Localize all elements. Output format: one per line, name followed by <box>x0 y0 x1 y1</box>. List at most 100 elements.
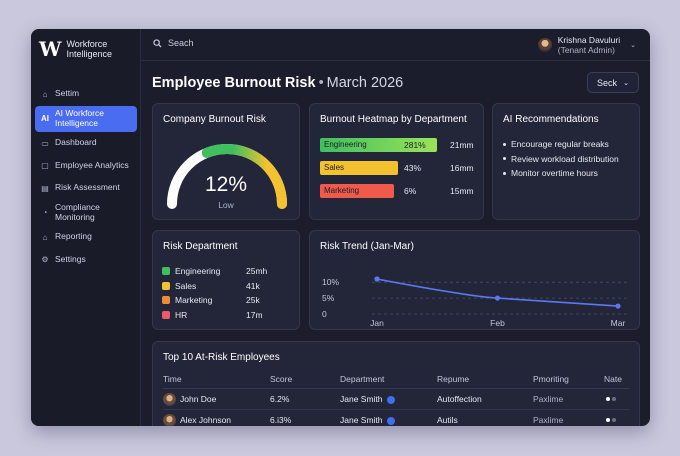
employee-name-cell: John Doe <box>163 392 216 406</box>
avatar <box>537 38 552 52</box>
heatmap-pct: 43% <box>404 163 422 173</box>
legend-swatch <box>162 267 170 275</box>
sidebar-item-label: AI Workforce Intelligence <box>55 108 104 128</box>
x-tick-label: Feb <box>490 318 505 328</box>
user-menu[interactable]: Krishna Davuluri (Tenant Admin) ⌄ <box>537 35 636 55</box>
x-tick-label: Mar <box>611 318 626 328</box>
risk-department-row: HR 17m <box>162 308 292 322</box>
dashboard-icon: ▭ <box>41 138 49 148</box>
brand: W Workforce Intelligence <box>39 37 112 61</box>
verified-icon <box>386 416 395 425</box>
sidebar-item-dashboard[interactable]: ▭ Dashboard <box>35 132 137 154</box>
sidebar-item-ai-workforce[interactable]: AI AI Workforce Intelligence <box>35 105 137 132</box>
heatmap-value: 15mm <box>450 186 474 196</box>
score-cell: 6.2% <box>270 394 290 404</box>
bullet-icon <box>503 142 506 146</box>
heatmap-row: Marketing 6% 15mm <box>320 184 480 198</box>
analytics-icon: ▢ <box>41 161 49 170</box>
heatmap-bar: Engineering <box>320 138 437 152</box>
verified-icon <box>386 395 395 404</box>
sidebar-item-reporting[interactable]: ⌂ Reporting <box>35 226 137 248</box>
employee-name-cell: Alex Johnson <box>163 413 232 426</box>
legend-swatch <box>162 282 170 290</box>
home-icon: ⌂ <box>42 232 48 242</box>
table-header: Time Score Department Repume Pmoriting N… <box>163 374 629 386</box>
department-text: Jane Smith <box>340 415 383 425</box>
status-toggle[interactable] <box>606 418 616 422</box>
sidebar-item-risk-assessment[interactable]: ▤ Risk Assessment <box>35 177 137 199</box>
period-select-button[interactable]: Seck ⌄ <box>587 72 639 93</box>
bullet-icon <box>503 171 506 175</box>
y-tick-label: 0 <box>322 309 327 319</box>
sidebar: W Workforce Intelligence ⌂ Settim AI AI … <box>31 29 141 426</box>
chevron-down-icon: ⌄ <box>630 42 636 49</box>
brand-line-2: Intelligence <box>66 49 113 59</box>
department-text: Jane Smith <box>340 394 383 404</box>
department-cell: Jane Smith <box>340 394 395 404</box>
card-title: AI Recommendations <box>503 114 599 125</box>
list-item: Monitor overtime hours <box>503 166 619 181</box>
card-title: Top 10 At-Risk Employees <box>163 352 280 363</box>
sidebar-item-settings[interactable]: ⚙ Settings <box>35 249 137 271</box>
column-header[interactable]: Pmoriting <box>533 374 569 384</box>
sidebar-item-compliance[interactable]: ◔ Compliance Monitoring <box>35 200 137 226</box>
avatar <box>163 413 176 426</box>
heatmap-pct: 281% <box>404 140 426 150</box>
column-header[interactable]: Department <box>340 374 385 384</box>
status-toggle[interactable] <box>606 397 616 401</box>
recommendations-list: Encourage regular breaks Review workload… <box>503 137 619 181</box>
search-input[interactable]: Seach <box>153 38 194 48</box>
gauge-value: 12% <box>204 173 248 196</box>
heatmap-card: Burnout Heatmap by Department Engineerin… <box>309 103 484 220</box>
column-header[interactable]: Score <box>270 374 293 384</box>
risk-department-row: Engineering 25mh <box>162 264 292 278</box>
risk-trend-card: Risk Trend (Jan-Mar) 10% 5% 0 Jan Feb Mar <box>309 230 640 330</box>
brand-logo: W <box>39 37 61 61</box>
table-row[interactable]: Alex Johnson 6.i3% Jane Smith Autils Pax… <box>163 409 629 426</box>
heatmap-row: Sales 43% 16mm <box>320 161 480 175</box>
department-name: Sales <box>175 281 197 291</box>
heatmap-bar: Sales <box>320 161 398 175</box>
sidebar-item-label: Settim <box>55 88 80 99</box>
column-header[interactable]: Repume <box>437 374 470 384</box>
sidebar-nav: ⌂ Settim AI AI Workforce Intelligence ▭ … <box>35 83 137 271</box>
department-value: 25mh <box>246 266 268 276</box>
sidebar-item-settim[interactable]: ⌂ Settim <box>35 83 137 105</box>
clipboard-icon: ▤ <box>41 183 49 193</box>
data-point[interactable] <box>494 295 501 301</box>
heatmap-value: 21mm <box>450 140 474 150</box>
card-title: Company Burnout Risk <box>163 114 266 125</box>
department-value: 25k <box>246 295 260 305</box>
bullet-icon <box>503 157 506 161</box>
department-value: 17m <box>246 310 263 320</box>
department-cell: Jane Smith <box>340 415 395 425</box>
recommendation-text: Encourage regular breaks <box>511 139 609 150</box>
repume-cell: Autils <box>437 415 458 425</box>
sidebar-item-label: Dashboard <box>55 137 97 148</box>
gauge-fill <box>201 144 287 209</box>
page-title: Employee Burnout Risk • March 2026 <box>152 75 403 91</box>
column-header[interactable]: Nate <box>604 374 622 384</box>
burnout-gauge <box>167 144 287 209</box>
column-header[interactable]: Time <box>163 374 182 384</box>
sidebar-item-employee-analytics[interactable]: ▢ Employee Analytics <box>35 155 137 177</box>
table-row[interactable]: John Doe 6.2% Jane Smith Autoffection Pa… <box>163 388 629 409</box>
risk-department-row: Sales 41k <box>162 279 292 293</box>
user-role: (Tenant Admin) <box>557 45 615 55</box>
pmoriting-cell: Paxlime <box>533 415 564 425</box>
card-title: Burnout Heatmap by Department <box>320 114 467 125</box>
employee-name: Alex Johnson <box>180 414 232 425</box>
heatmap-row: Engineering 281% 21mm <box>320 138 480 152</box>
period-select-label: Seck <box>597 77 618 88</box>
data-point[interactable] <box>374 276 380 282</box>
sidebar-item-label: Employee Analytics <box>55 159 129 170</box>
y-tick-label: 10% <box>322 277 339 287</box>
home-icon: ⌂ <box>42 89 48 99</box>
data-point[interactable] <box>615 303 621 309</box>
search-icon <box>153 38 162 48</box>
sidebar-item-label: Risk Assessment <box>55 182 120 193</box>
pmoriting-cell: Paxlime <box>533 394 564 404</box>
avatar <box>163 392 176 406</box>
risk-trend-chart: 10% 5% 0 Jan Feb Mar <box>322 276 628 328</box>
recommendation-text: Review workload distribution <box>511 153 619 164</box>
